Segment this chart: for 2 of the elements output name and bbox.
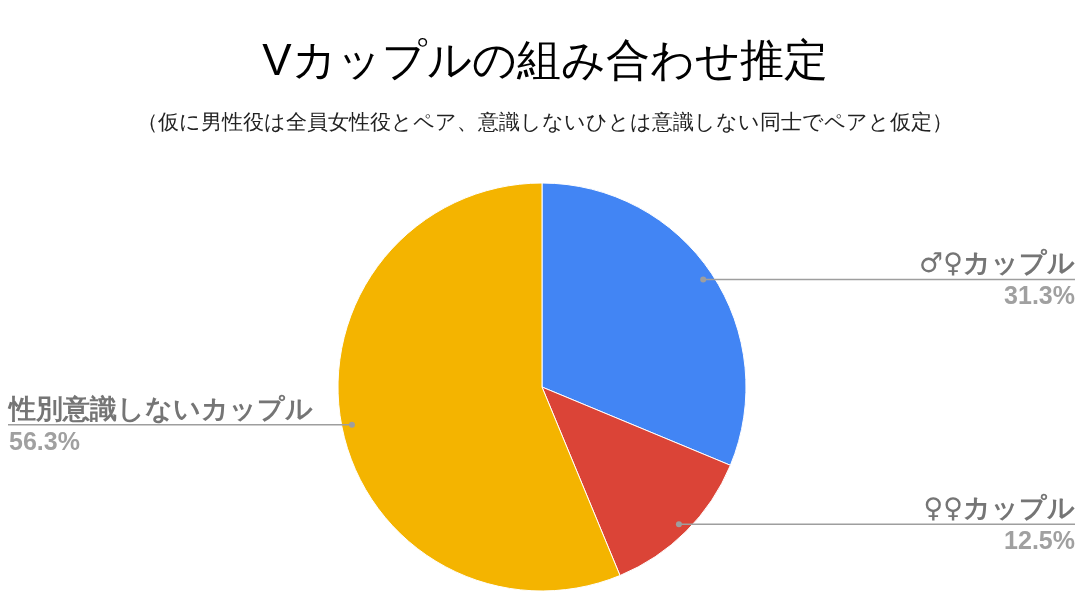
title: Vカップルの組み合わせ推定	[262, 35, 828, 84]
subtitle: （仮に男性役は全員女性役とペア、意識しないひとは意識しない同士でペアと仮定）	[137, 110, 953, 133]
